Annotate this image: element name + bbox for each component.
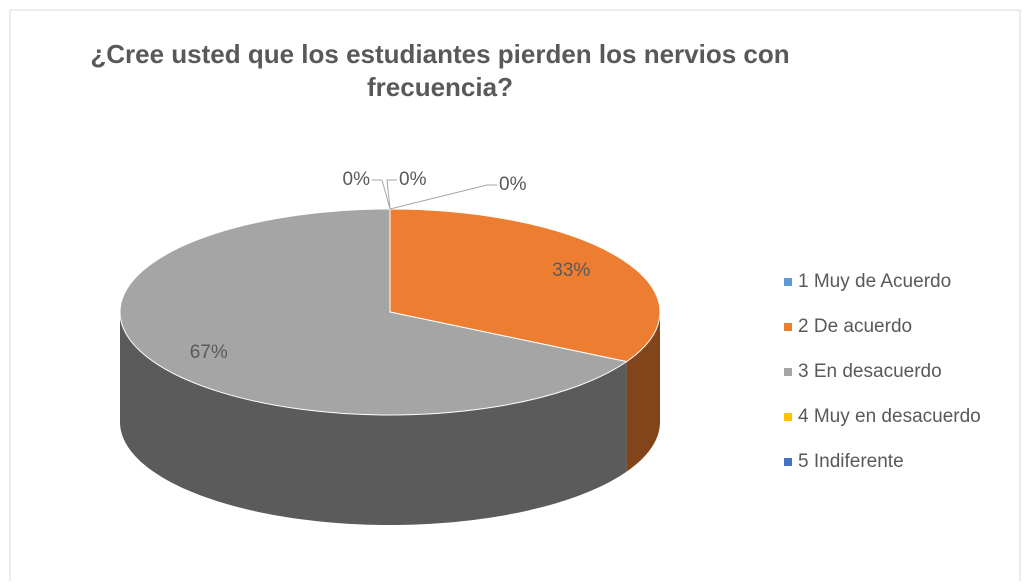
- legend-label: 1 Muy de Acuerdo: [798, 271, 951, 292]
- legend-swatch: [784, 458, 792, 466]
- legend-label: 3 En desacuerdo: [798, 361, 942, 382]
- data-label: 0%: [343, 169, 371, 190]
- legend-label: 2 De acuerdo: [798, 316, 912, 337]
- chart-title: ¿Cree usted que los estudiantes pierden …: [90, 39, 789, 102]
- data-label: 0%: [399, 169, 427, 190]
- legend-swatch: [784, 278, 792, 286]
- leader-line: [389, 184, 497, 210]
- pie-side: [626, 312, 660, 472]
- data-label: 67%: [190, 342, 228, 363]
- legend-swatch: [784, 368, 792, 376]
- pie-slice: [389, 208, 661, 363]
- legend-label: 5 Indiferente: [798, 451, 904, 472]
- pie-side: [120, 312, 627, 525]
- data-label: 0%: [499, 174, 527, 195]
- data-label: 33%: [552, 260, 590, 281]
- leader-line: [386, 179, 397, 210]
- legend-label: 4 Muy en desacuerdo: [798, 406, 981, 427]
- legend-swatch: [784, 323, 792, 331]
- leader-line: [372, 179, 391, 210]
- legend-swatch: [784, 413, 792, 421]
- pie-slice: [119, 208, 628, 416]
